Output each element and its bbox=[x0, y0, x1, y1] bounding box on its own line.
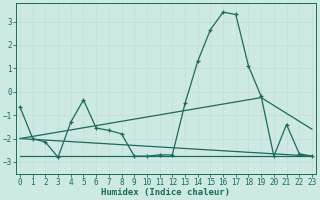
X-axis label: Humidex (Indice chaleur): Humidex (Indice chaleur) bbox=[101, 188, 230, 197]
